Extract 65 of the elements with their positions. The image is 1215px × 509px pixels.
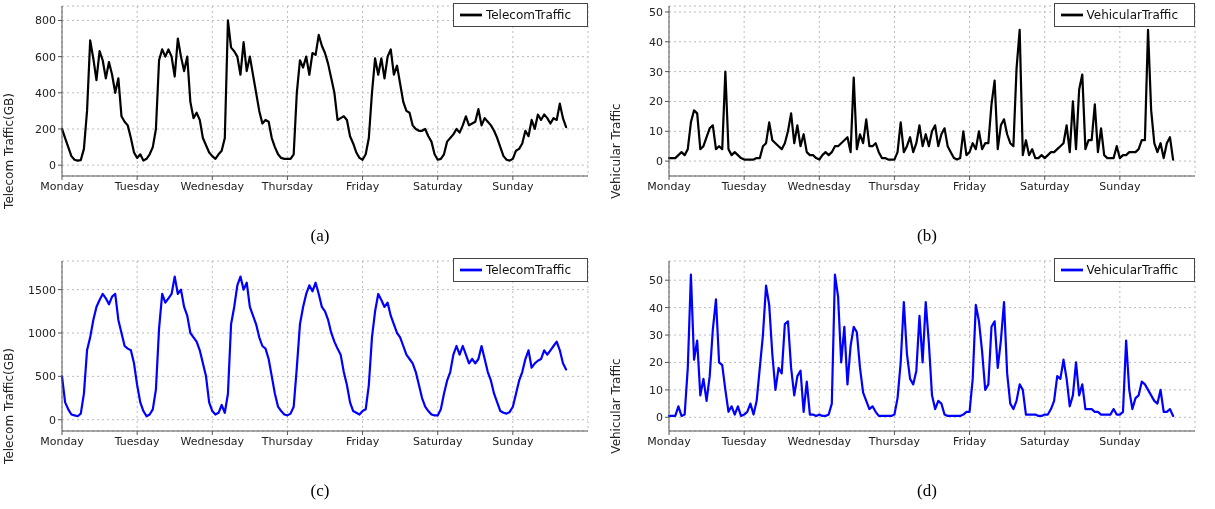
- x-tick-label: Sunday: [492, 179, 534, 193]
- text: (a): [310, 226, 330, 245]
- x-tick-label: Friday: [345, 179, 380, 193]
- y-tick-label: 400: [35, 86, 56, 100]
- y-tick-label: 0: [656, 154, 663, 168]
- x-tick-label: Thursday: [867, 434, 921, 448]
- y-tick-label: 1000: [28, 326, 56, 340]
- line-series: [60, 19, 568, 162]
- x-tick-label: Thursday: [260, 179, 314, 193]
- x-tick-label: Saturday: [1019, 179, 1070, 193]
- x-tick-label: Monday: [40, 434, 85, 448]
- y-tick-label: 10: [649, 125, 663, 139]
- y-tick-label: 0: [49, 159, 56, 173]
- x-tick-label: Friday: [345, 434, 380, 448]
- legend-label: TelecomTraffic: [485, 7, 571, 22]
- y-axis-title: Telecom Traffic(GB): [2, 93, 17, 210]
- y-tick-label: 0: [656, 410, 663, 424]
- x-tick-label: Sunday: [492, 434, 534, 448]
- legend-label: VehicularTraffic: [1086, 7, 1178, 22]
- y-tick-label: 30: [649, 328, 663, 342]
- y-tick-label: 40: [649, 301, 663, 315]
- y-tick-label: 800: [35, 14, 56, 28]
- y-tick-label: 40: [649, 35, 663, 49]
- text: (d): [917, 480, 937, 500]
- x-tick-label: Wednesday: [180, 434, 245, 448]
- y-tick-label: 200: [35, 122, 56, 136]
- text: (b): [917, 226, 937, 245]
- text: (c): [310, 480, 330, 500]
- x-tick-label: Wednesday: [180, 179, 245, 193]
- x-tick-label: Tuesday: [720, 434, 767, 448]
- x-tick-label: Saturday: [412, 179, 463, 193]
- y-tick-label: 0: [49, 413, 56, 427]
- x-tick-label: Monday: [647, 179, 692, 193]
- x-tick-label: Sunday: [1099, 434, 1141, 448]
- y-axis-title: Telecom Traffic(GB): [2, 347, 17, 465]
- x-tick-label: Monday: [40, 179, 85, 193]
- x-tick-label: Friday: [952, 434, 987, 448]
- line-series: [60, 275, 568, 417]
- y-axis-title: Vehicular Traffic: [609, 103, 624, 199]
- x-tick-label: Tuesday: [113, 434, 160, 448]
- x-tick-label: Friday: [952, 179, 987, 193]
- y-tick-label: 1500: [28, 283, 56, 297]
- x-tick-label: Saturday: [1019, 434, 1070, 448]
- y-tick-label: 10: [649, 383, 663, 397]
- x-tick-label: Wednesday: [787, 434, 852, 448]
- x-tick-label: Tuesday: [113, 179, 160, 193]
- x-tick-label: Tuesday: [720, 179, 767, 193]
- y-tick-label: 500: [35, 369, 56, 383]
- x-tick-label: Thursday: [867, 179, 921, 193]
- y-tick-label: 20: [649, 355, 663, 369]
- x-tick-label: Thursday: [260, 434, 314, 448]
- line-series: [667, 273, 1175, 417]
- y-tick-label: 20: [649, 95, 663, 109]
- x-tick-label: Wednesday: [787, 179, 852, 193]
- x-tick-label: Sunday: [1099, 179, 1141, 193]
- y-tick-label: 30: [649, 65, 663, 79]
- line-series: [667, 28, 1175, 161]
- y-axis-title: Vehicular Traffic: [609, 357, 624, 454]
- legend-label: TelecomTraffic: [485, 262, 571, 276]
- x-tick-label: Monday: [647, 434, 692, 448]
- legend-label: VehicularTraffic: [1086, 262, 1178, 276]
- y-tick-label: 600: [35, 50, 56, 64]
- y-tick-label: 50: [649, 273, 663, 287]
- x-tick-label: Saturday: [412, 434, 463, 448]
- y-tick-label: 50: [649, 5, 663, 19]
